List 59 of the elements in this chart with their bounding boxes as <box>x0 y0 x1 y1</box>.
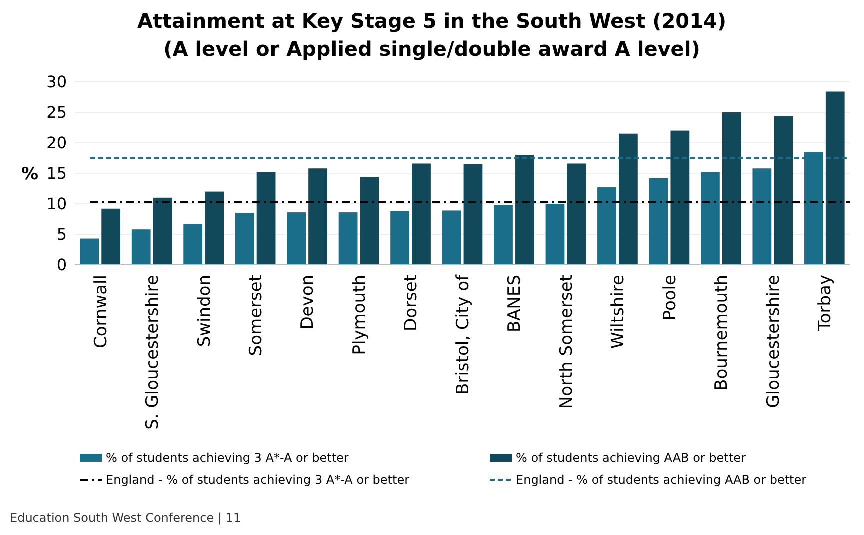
x-tick-label: Bristol, City of <box>453 274 474 395</box>
bar <box>598 188 616 265</box>
legend-label: % of students achieving 3 A*-A or better <box>106 451 349 466</box>
chart-subtitle: (A level or Applied single/double award A level) <box>164 37 700 61</box>
bar <box>287 212 306 265</box>
bar <box>338 212 358 265</box>
bar <box>494 205 513 265</box>
x-tick-label: Wiltshire <box>608 275 629 349</box>
chart-title: Attainment at Key Stage 5 in the South West (2014) <box>137 9 727 33</box>
x-tick-label: BANES <box>505 275 526 333</box>
y-tick-label: 25 <box>46 103 67 122</box>
x-tick-label: Devon <box>298 275 318 330</box>
legend-label: England - % of students achieving AAB or better <box>516 473 807 488</box>
y-tick-label: 20 <box>46 134 67 153</box>
x-tick-label: Cornwall <box>91 275 112 349</box>
y-axis-title: % <box>21 164 39 184</box>
bar <box>774 116 794 265</box>
y-tick-label: 5 <box>56 225 67 244</box>
bar <box>722 112 742 265</box>
bar <box>256 172 276 265</box>
y-tick-label: 10 <box>46 194 67 214</box>
bar <box>132 230 151 265</box>
legend-label: % of students achieving AAB or better <box>516 451 746 466</box>
bar <box>390 211 410 265</box>
y-tick-label: 15 <box>46 164 67 184</box>
x-tick-label: Dorset <box>402 274 422 332</box>
bar <box>412 164 431 265</box>
x-tick-label: North Somerset <box>556 274 577 410</box>
x-tick-label: Poole <box>660 275 680 321</box>
bar <box>618 134 638 265</box>
bar <box>102 208 121 265</box>
x-tick-label: Plymouth <box>350 275 370 356</box>
bar <box>153 198 172 265</box>
bar <box>235 213 254 265</box>
bar <box>649 178 668 265</box>
bar <box>516 155 534 265</box>
legend-label: England - % of students achieving 3 A*-A or better <box>106 473 410 488</box>
bar <box>184 224 203 265</box>
x-tick-label: Bournemouth <box>712 275 732 391</box>
text: Education South West Conference | 11 <box>10 511 242 525</box>
bar <box>701 172 720 265</box>
y-tick-label: 30 <box>46 72 67 92</box>
y-tick-label: 0 <box>56 256 67 275</box>
bar <box>546 204 565 265</box>
bar <box>464 164 483 265</box>
bar <box>567 164 586 265</box>
x-tick-label: Somerset <box>246 274 267 356</box>
x-tick-label: Torbay <box>816 275 836 332</box>
bar <box>80 238 100 265</box>
bar <box>205 192 224 265</box>
x-tick-label: Gloucestershire <box>764 275 784 408</box>
bar <box>308 168 328 265</box>
x-tick-label: S. Gloucestershire <box>143 275 164 430</box>
bar <box>752 168 772 265</box>
bar <box>442 210 462 265</box>
bar <box>670 130 690 265</box>
bar <box>360 177 380 265</box>
x-tick-label: Swindon <box>194 275 215 348</box>
bar <box>826 92 845 265</box>
